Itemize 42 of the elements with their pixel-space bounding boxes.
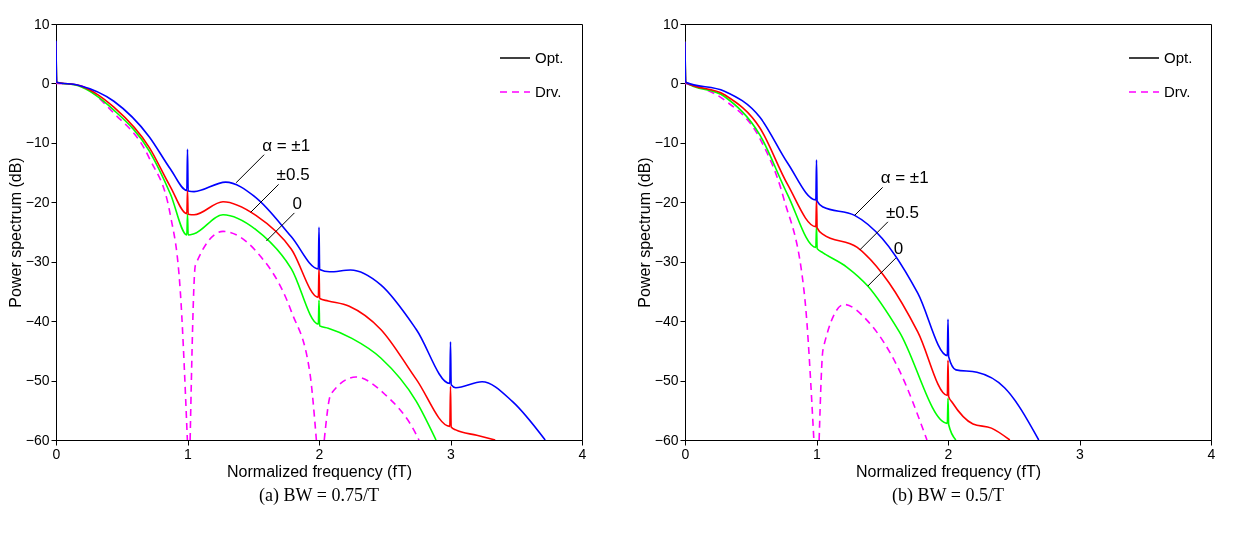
y-tick-label: 10	[33, 15, 50, 32]
annotation: 0	[893, 239, 904, 259]
y-tick-label: −50	[25, 372, 50, 389]
legend-label: Drv.	[535, 83, 562, 100]
y-tick-label: −50	[654, 372, 679, 389]
y-axis-title: Power spectrum (dB)	[635, 157, 653, 308]
annotation: α = ±1	[262, 135, 311, 155]
x-tick-label: 0	[52, 445, 61, 462]
y-tick-label: −30	[654, 253, 679, 270]
y-tick-label: 0	[670, 74, 679, 91]
x-tick-label: 3	[447, 445, 456, 462]
text: (a) BW = 0.75/T	[259, 485, 379, 506]
y-tick-label: −40	[25, 312, 50, 329]
annotation: α = ±1	[880, 168, 929, 188]
y-tick-label: −40	[654, 312, 679, 329]
annotation: 0	[292, 193, 302, 213]
y-tick-label: −60	[654, 431, 679, 448]
y-axis-title: Power spectrum (dB)	[6, 157, 24, 308]
x-tick-label: 4	[578, 445, 587, 462]
x-tick-label: 1	[184, 445, 193, 462]
x-tick-label: 4	[1207, 445, 1216, 462]
x-tick-label: 2	[315, 445, 324, 462]
y-tick-label: −30	[25, 253, 50, 270]
y-tick-label: −10	[25, 134, 50, 151]
legend-label: Opt.	[1164, 49, 1193, 66]
x-tick-label: 1	[813, 445, 822, 462]
y-tick-label: −20	[654, 193, 679, 210]
y-tick-label: 10	[662, 15, 679, 32]
x-axis-title: Normalized frequency (fT)	[856, 462, 1041, 480]
text: (b) BW = 0.5/T	[892, 485, 1004, 506]
annotation: ±0.5	[276, 165, 310, 185]
x-tick-label: 2	[944, 445, 953, 462]
legend-label: Opt.	[535, 49, 564, 66]
x-tick-label: 0	[681, 445, 690, 462]
y-tick-label: −20	[25, 193, 50, 210]
x-tick-label: 3	[1076, 445, 1085, 462]
x-axis-title: Normalized frequency (fT)	[227, 462, 412, 480]
legend-label: Drv.	[1164, 83, 1191, 100]
annotation: ±0.5	[885, 202, 919, 222]
y-tick-label: −10	[654, 134, 679, 151]
y-tick-label: −60	[25, 431, 50, 448]
y-tick-label: 0	[41, 74, 50, 91]
